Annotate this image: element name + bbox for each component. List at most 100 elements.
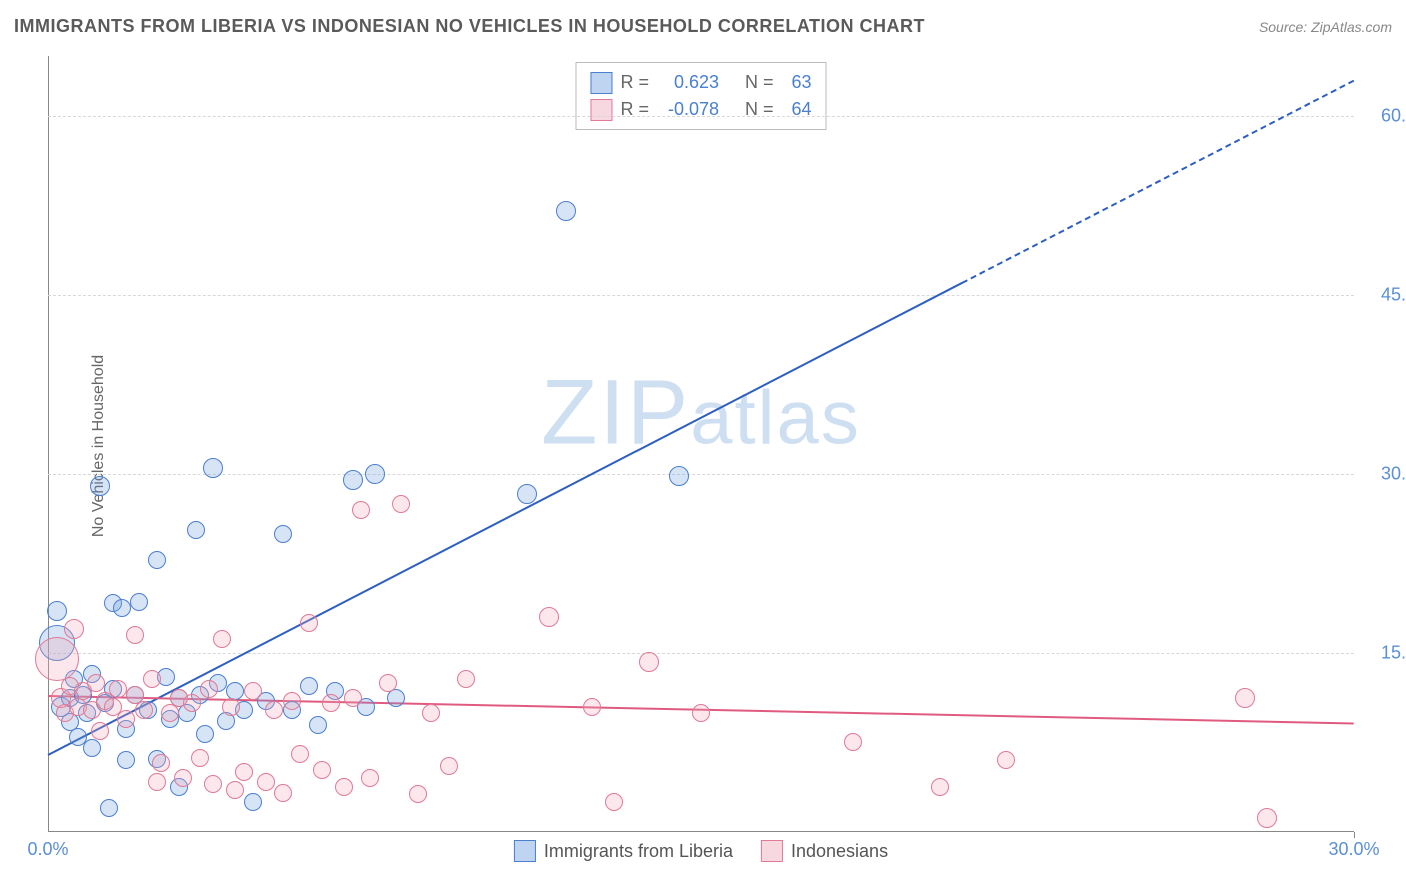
legend-item: Immigrants from Liberia [514, 840, 733, 862]
data-point [83, 739, 101, 757]
stat-n-label: N = [745, 69, 774, 96]
stat-r-label: R = [620, 96, 649, 123]
data-point [222, 698, 240, 716]
data-point [200, 680, 218, 698]
data-point [196, 725, 214, 743]
data-point [64, 619, 84, 639]
stat-r-label: R = [620, 69, 649, 96]
x-tick-label: 0.0% [27, 839, 68, 860]
data-point [143, 670, 161, 688]
data-point [344, 689, 362, 707]
data-point [100, 799, 118, 817]
y-tick-label: 60.0% [1362, 105, 1406, 126]
data-point [257, 773, 275, 791]
y-axis-line [48, 56, 49, 832]
stats-legend-box: R = 0.623 N = 63 R = -0.078 N = 64 [575, 62, 826, 130]
data-point [152, 754, 170, 772]
stat-r-value: 0.623 [657, 69, 719, 96]
legend-swatch [761, 840, 783, 862]
legend-label: Immigrants from Liberia [544, 841, 733, 862]
data-point [191, 749, 209, 767]
data-point [291, 745, 309, 763]
grid-line [48, 474, 1354, 475]
data-point [117, 751, 135, 769]
data-point [539, 607, 559, 627]
scatter-plot: ZIPatlas R = 0.623 N = 63 R = -0.078 N = 64… [48, 56, 1354, 832]
legend-swatch [590, 99, 612, 121]
data-point [997, 751, 1015, 769]
data-point [517, 484, 537, 504]
data-point [35, 637, 79, 681]
data-point [91, 722, 109, 740]
watermark: ZIPatlas [541, 360, 861, 465]
data-point [117, 710, 135, 728]
data-point [87, 674, 105, 692]
data-point [457, 670, 475, 688]
trend-line [48, 282, 963, 756]
data-point [387, 689, 405, 707]
data-point [204, 775, 222, 793]
source-label: Source: ZipAtlas.com [1259, 19, 1392, 35]
chart-title: IMMIGRANTS FROM LIBERIA VS INDONESIAN NO… [14, 16, 925, 37]
data-point [844, 733, 862, 751]
data-point [126, 626, 144, 644]
data-point [335, 778, 353, 796]
data-point [409, 785, 427, 803]
watermark-small: atlas [690, 375, 861, 460]
x-axis-line [48, 831, 1354, 832]
data-point [365, 464, 385, 484]
data-point [1235, 688, 1255, 708]
data-point [352, 501, 370, 519]
data-point [130, 593, 148, 611]
data-point [283, 692, 301, 710]
grid-line [48, 295, 1354, 296]
data-point [343, 470, 363, 490]
data-point [109, 680, 127, 698]
data-point [322, 694, 340, 712]
data-point [440, 757, 458, 775]
data-point [47, 601, 67, 621]
chart-area: ZIPatlas R = 0.623 N = 63 R = -0.078 N = 64… [48, 56, 1354, 832]
data-point [1257, 808, 1277, 828]
watermark-big: ZIP [541, 361, 690, 463]
data-point [274, 525, 292, 543]
bottom-legend: Immigrants from Liberia Indonesians [514, 840, 888, 862]
legend-swatch [514, 840, 536, 862]
stats-row: R = -0.078 N = 64 [590, 96, 811, 123]
data-point [187, 521, 205, 539]
data-point [931, 778, 949, 796]
data-point [244, 793, 262, 811]
stats-row: R = 0.623 N = 63 [590, 69, 811, 96]
data-point [183, 694, 201, 712]
data-point [669, 466, 689, 486]
stat-n-value: 63 [782, 69, 812, 96]
data-point [148, 773, 166, 791]
data-point [583, 698, 601, 716]
data-point [244, 682, 262, 700]
legend-label: Indonesians [791, 841, 888, 862]
y-tick-label: 15.0% [1362, 642, 1406, 663]
title-bar: IMMIGRANTS FROM LIBERIA VS INDONESIAN NO… [14, 16, 1392, 37]
trend-line [962, 80, 1355, 284]
data-point [90, 476, 110, 496]
data-point [422, 704, 440, 722]
data-point [213, 630, 231, 648]
data-point [174, 769, 192, 787]
data-point [556, 201, 576, 221]
data-point [392, 495, 410, 513]
legend-item: Indonesians [761, 840, 888, 862]
data-point [235, 763, 253, 781]
data-point [113, 599, 131, 617]
data-point [265, 701, 283, 719]
data-point [135, 701, 153, 719]
data-point [379, 674, 397, 692]
data-point [309, 716, 327, 734]
y-tick-label: 45.0% [1362, 284, 1406, 305]
data-point [203, 458, 223, 478]
x-tick-mark [1354, 832, 1355, 838]
stat-n-label: N = [745, 96, 774, 123]
stat-r-value: -0.078 [657, 96, 719, 123]
grid-line [48, 116, 1354, 117]
y-tick-label: 30.0% [1362, 463, 1406, 484]
stat-n-value: 64 [782, 96, 812, 123]
